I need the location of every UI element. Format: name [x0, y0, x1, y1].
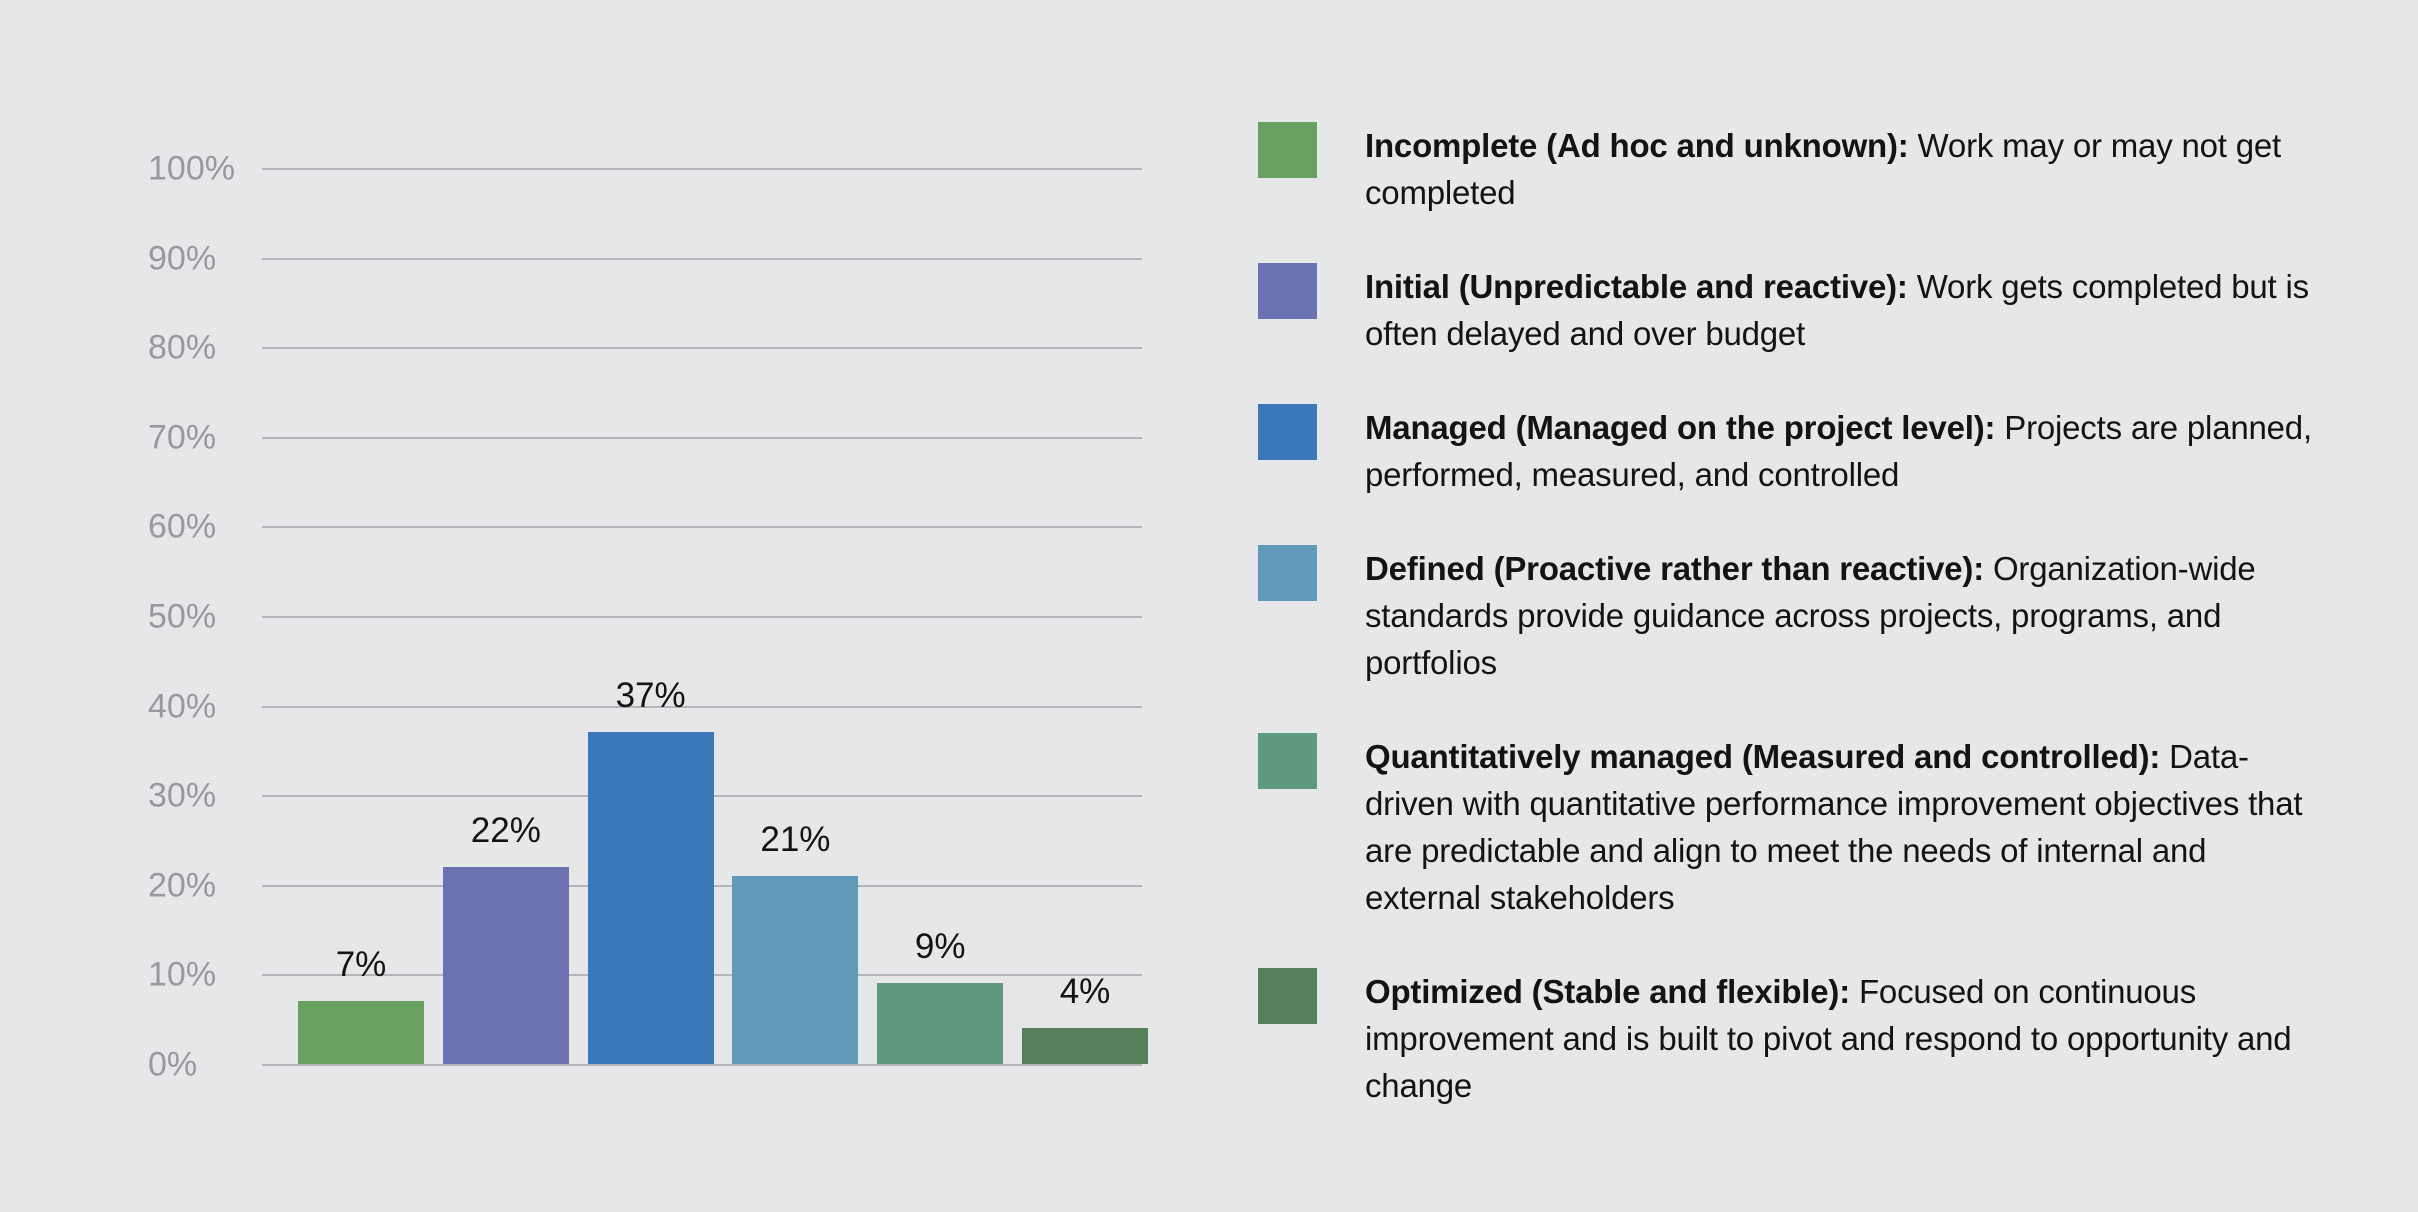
bar-2: 22%: [442, 811, 569, 1064]
bar-chart-plot-area: 7% 22% 37% 21% 9% 4% 100% 90% 80% 70% 60…: [148, 150, 1148, 1084]
legend-entry-text: Incomplete (Ad hoc and unknown): Work ma…: [1365, 122, 2315, 216]
legend-item: Managed (Managed on the project level): …: [1258, 404, 2328, 498]
y-axis-tick-label: 50%: [148, 597, 217, 636]
bar-5: 9%: [877, 927, 1004, 1064]
legend-color-swatch: [1258, 733, 1317, 789]
legend: Incomplete (Ad hoc and unknown): Work ma…: [1258, 122, 2328, 1109]
legend-color-swatch: [1258, 968, 1317, 1024]
legend-color-swatch: [1258, 122, 1317, 178]
gridline: 60%: [148, 508, 1142, 546]
y-axis-tick-label: 70%: [148, 418, 217, 457]
legend-description: Data-driven with quantitative performanc…: [1365, 738, 2303, 916]
y-axis-tick-label: 10%: [148, 955, 217, 994]
legend-entry-text: Managed (Managed on the project level): …: [1365, 404, 2315, 498]
bar-value-label: 22%: [470, 810, 541, 850]
gridline: 40%: [148, 687, 1142, 725]
gridline: 50%: [148, 598, 1142, 636]
bar-value-label: 9%: [914, 927, 966, 967]
legend-entry-text: Quantitatively managed (Measured and con…: [1365, 733, 2315, 921]
gridline: 100%: [148, 150, 1142, 188]
legend-entry-text: Initial (Unpredictable and reactive): Wo…: [1365, 263, 2315, 357]
legend-color-swatch: [1258, 545, 1317, 601]
bar-1: 7%: [298, 945, 424, 1064]
legend-entry-text: Optimized (Stable and flexible): Focused…: [1365, 968, 2315, 1109]
legend-item: Optimized (Stable and flexible): Focused…: [1258, 968, 2328, 1109]
legend-item: Defined (Proactive rather than reactive)…: [1258, 545, 2328, 686]
legend-item: Quantitatively managed (Measured and con…: [1258, 733, 2328, 921]
bar-value-label: 37%: [615, 676, 686, 716]
legend-description: Focused on continuous improvement and is…: [1365, 973, 2292, 1104]
gridline: 0%: [148, 1046, 1142, 1084]
y-axis-tick-label: 30%: [148, 776, 217, 815]
legend-term: Quantitatively managed (Measured and con…: [1365, 738, 2161, 775]
bar-6: 4%: [1021, 972, 1148, 1064]
y-axis-tick-label: 40%: [148, 687, 217, 726]
bar-group: 7% 22% 37% 21% 9% 4%: [298, 168, 1148, 1064]
bar-value-label: 4%: [1059, 972, 1111, 1012]
y-axis-tick-label: 20%: [148, 866, 217, 905]
bar-value-label: 21%: [760, 819, 831, 859]
legend-description: Work may or may not get completed: [1365, 127, 2281, 211]
bar-4: 21%: [732, 820, 859, 1064]
legend-description: Projects are planned, performed, measure…: [1365, 409, 2312, 493]
legend-term: Incomplete (Ad hoc and unknown):: [1365, 127, 1909, 164]
legend-description: Organization-wide standards provide guid…: [1365, 550, 2256, 681]
legend-color-swatch: [1258, 263, 1317, 319]
y-axis-tick-label: 0%: [148, 1045, 198, 1084]
bar-3: 37%: [587, 676, 714, 1064]
y-axis-tick-label: 60%: [148, 507, 217, 546]
legend-color-swatch: [1258, 404, 1317, 460]
legend-term: Initial (Unpredictable and reactive):: [1365, 268, 1908, 305]
bar-value-label: 7%: [335, 945, 387, 985]
y-axis-tick-label: 100%: [148, 149, 235, 188]
legend-term: Managed (Managed on the project level):: [1365, 409, 1996, 446]
gridline: 90%: [148, 239, 1142, 277]
legend-description: Work gets completed but is often delayed…: [1365, 268, 2309, 352]
y-axis-tick-label: 90%: [148, 239, 217, 278]
legend-term: Optimized (Stable and flexible):: [1365, 973, 1850, 1010]
y-axis-tick-label: 80%: [148, 328, 217, 367]
legend-item: Incomplete (Ad hoc and unknown): Work ma…: [1258, 122, 2328, 216]
gridline: 70%: [148, 418, 1142, 456]
legend-item: Initial (Unpredictable and reactive): Wo…: [1258, 263, 2328, 357]
gridline: 80%: [148, 329, 1142, 367]
legend-term: Defined (Proactive rather than reactive)…: [1365, 550, 1984, 587]
legend-entry-text: Defined (Proactive rather than reactive)…: [1365, 545, 2315, 686]
